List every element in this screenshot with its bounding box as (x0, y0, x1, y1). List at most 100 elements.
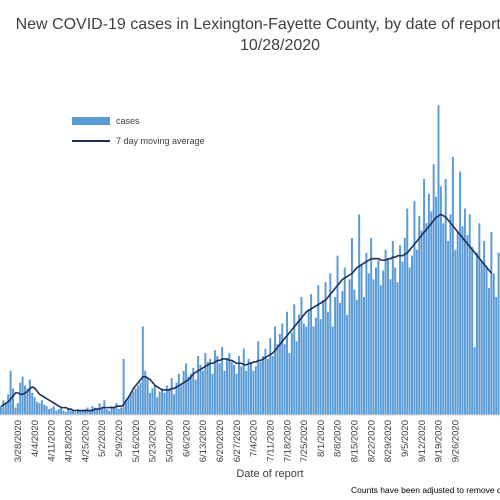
case-bar (341, 291, 344, 415)
case-bar (435, 196, 438, 415)
case-bar (237, 356, 240, 415)
case-bar (127, 397, 130, 415)
case-bar (117, 409, 120, 415)
legend-label-average: 7 day moving average (116, 136, 205, 146)
case-bar (459, 171, 462, 416)
case-bar (105, 409, 108, 415)
case-bar (300, 297, 303, 415)
x-tick-label: 9/5/2020 (400, 420, 411, 457)
case-bar (33, 397, 36, 415)
case-bar (173, 394, 176, 415)
case-bar (240, 366, 243, 415)
case-bar (69, 410, 72, 415)
case-bar (257, 341, 260, 415)
case-bar (40, 400, 43, 415)
case-bar (194, 379, 197, 415)
case-bar (466, 235, 469, 415)
x-tick-label: 6/27/2020 (232, 420, 243, 462)
case-bar (403, 238, 406, 415)
x-tick-label: 8/15/2020 (350, 420, 361, 462)
case-bar (288, 353, 291, 415)
case-bar (382, 270, 385, 415)
case-bar (175, 382, 178, 415)
case-bar (338, 302, 341, 415)
x-tick-label: 8/8/2020 (333, 420, 344, 457)
x-axis-title: Date of report (236, 468, 303, 480)
case-bar (413, 201, 416, 416)
x-tick-label: 9/12/2020 (417, 420, 428, 462)
case-bar (411, 255, 414, 415)
case-bar (442, 223, 445, 415)
case-bar (211, 373, 214, 415)
case-bar (490, 232, 493, 415)
case-bar (317, 285, 320, 415)
case-bar (377, 260, 380, 416)
case-bar (463, 208, 466, 415)
case-bar (343, 267, 346, 415)
case-bar (81, 410, 84, 415)
case-bar (394, 267, 397, 415)
x-tick-label: 6/20/2020 (215, 420, 226, 462)
case-bar (293, 304, 296, 416)
case-bar (144, 370, 147, 415)
case-bar (454, 249, 457, 415)
case-bar (216, 356, 219, 415)
case-bar (112, 407, 115, 416)
case-bar (141, 326, 144, 415)
case-bar (45, 406, 48, 415)
case-bar (156, 397, 159, 415)
case-bar (250, 361, 252, 415)
legend-swatch-cases (72, 117, 110, 125)
case-bar (391, 240, 394, 415)
case-bar (310, 294, 313, 415)
case-bar (492, 273, 495, 415)
case-bar (223, 370, 226, 415)
case-bar (473, 347, 476, 415)
case-bar (189, 373, 192, 415)
case-bar (170, 378, 173, 416)
case-bar (50, 407, 53, 416)
case-bar (430, 211, 433, 415)
case-bar (372, 279, 375, 415)
case-bar (362, 297, 365, 415)
x-tick-label: 4/4/2020 (30, 420, 41, 457)
x-tick-label: 4/25/2020 (80, 420, 91, 462)
case-bar (278, 333, 281, 416)
case-bar (365, 252, 368, 415)
case-bar (218, 363, 221, 416)
case-bar (55, 410, 58, 415)
case-bar (225, 358, 228, 415)
case-bar (168, 388, 171, 415)
case-bar (60, 407, 63, 416)
legend-label-cases: cases (116, 116, 140, 126)
case-bar (67, 409, 70, 415)
case-bar (425, 223, 428, 415)
x-tick-label: 5/30/2020 (164, 420, 175, 462)
case-bar (242, 348, 245, 416)
case-bar (329, 273, 332, 415)
case-bar (439, 186, 442, 416)
case-bar (153, 385, 156, 415)
case-bar (269, 338, 272, 415)
case-bar (57, 409, 60, 415)
x-tick-label: 7/4/2020 (249, 420, 260, 457)
case-bar (213, 350, 216, 415)
case-bar (427, 193, 430, 415)
x-tick-labels: 3/28/2020 4/4/2020 4/11/2020 4/18/2020 4/25/… (13, 420, 461, 462)
x-tick-label: 5/9/2020 (114, 420, 125, 457)
case-bar (2, 400, 5, 415)
case-bar (384, 249, 387, 415)
case-bar (72, 410, 75, 415)
case-bar (4, 403, 7, 415)
x-tick-label: 8/29/2020 (383, 420, 394, 462)
x-tick-label: 7/25/2020 (299, 420, 310, 462)
case-bar (108, 410, 111, 415)
case-bar (21, 376, 24, 415)
case-bar (353, 289, 356, 416)
case-bar (165, 385, 168, 415)
case-bar (478, 223, 481, 415)
case-bar (480, 261, 483, 415)
case-bar (437, 105, 440, 415)
case-bar (485, 267, 488, 415)
